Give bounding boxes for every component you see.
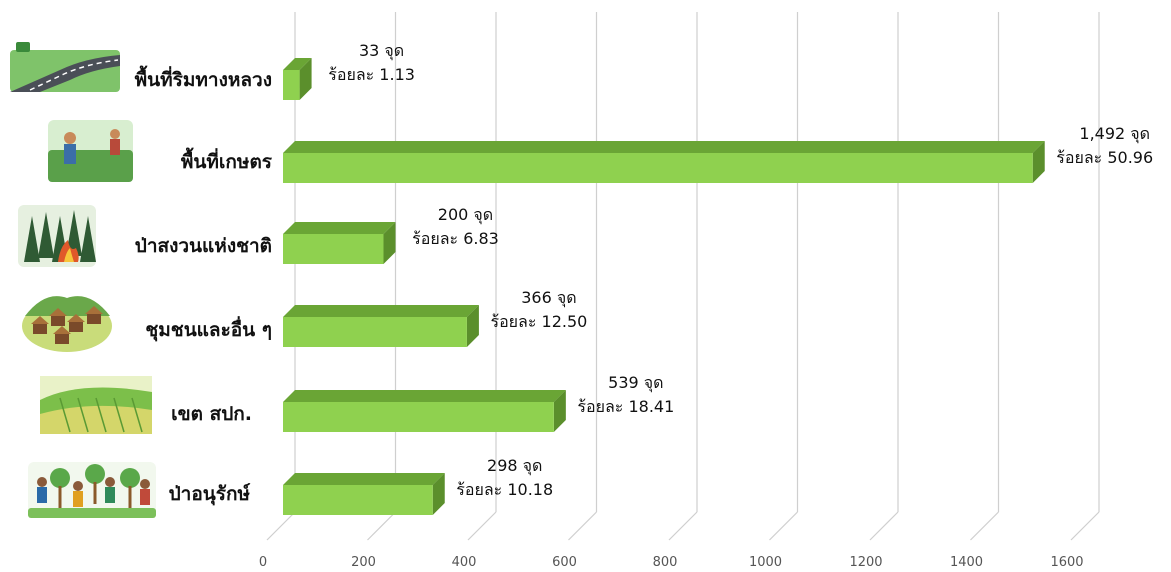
gridline-floor bbox=[266, 511, 296, 541]
category-label: ป่าสงวนแห่งชาติ bbox=[135, 235, 272, 257]
value-label: 366 จุด bbox=[521, 288, 576, 308]
x-tick-label: 1000 bbox=[749, 555, 782, 570]
bar-front-face bbox=[283, 153, 1033, 183]
bar bbox=[283, 305, 479, 347]
percent-label: ร้อยละ 12.50 bbox=[490, 312, 587, 331]
gridline-floor bbox=[467, 511, 497, 541]
percent-label: ร้อยละ 10.18 bbox=[456, 480, 553, 499]
bar bbox=[283, 390, 566, 432]
farmland-hills-icon bbox=[40, 376, 152, 434]
value-label: 298 จุด bbox=[487, 456, 542, 476]
percent-label: ร้อยละ 50.96 bbox=[1056, 148, 1153, 167]
x-axis-ticks: 0 200 400 600 800 1000 1200 1400 1600 bbox=[259, 555, 1084, 570]
bar-side-face bbox=[299, 58, 312, 100]
value-label: 33 จุด bbox=[359, 41, 404, 61]
bar bbox=[283, 222, 396, 264]
bar-side-face bbox=[383, 222, 396, 264]
gridline-floor bbox=[668, 511, 698, 541]
gridline-floor bbox=[1070, 511, 1100, 541]
gridline-floor bbox=[970, 511, 999, 541]
gridline-floor bbox=[769, 511, 798, 541]
bar-side-face bbox=[432, 473, 445, 515]
bar bbox=[283, 141, 1045, 183]
x-tick-label: 1200 bbox=[849, 555, 882, 570]
labels: 33 จุดร้อยละ 1.13 1,492 จุดร้อยละ 50.96 20… bbox=[135, 41, 1154, 506]
gridline-floor bbox=[568, 511, 597, 541]
category-label: พื้นที่เกษตร bbox=[181, 147, 273, 173]
percent-label: ร้อยละ 18.41 bbox=[577, 397, 674, 416]
bar-side-face bbox=[553, 390, 566, 432]
x-tick-label: 200 bbox=[351, 555, 376, 570]
percent-label: ร้อยละ 1.13 bbox=[328, 65, 415, 84]
bar-front-face bbox=[283, 402, 554, 432]
farmers-field-icon bbox=[48, 120, 133, 182]
bar bbox=[283, 473, 445, 515]
tree-planting-people-icon bbox=[28, 462, 156, 518]
bar-side-face bbox=[466, 305, 479, 347]
highway-road-icon bbox=[10, 42, 120, 92]
x-tick-label: 800 bbox=[653, 555, 678, 570]
forest-fire-icon bbox=[18, 205, 96, 267]
bar-top-face bbox=[283, 58, 312, 70]
value-label: 1,492 จุด bbox=[1079, 124, 1150, 144]
bars bbox=[283, 58, 1045, 515]
category-label: ชุมชนและอื่น ๆ bbox=[145, 316, 272, 342]
bar-top-face bbox=[283, 390, 566, 402]
x-tick-label: 1600 bbox=[1050, 555, 1083, 570]
gridlines bbox=[266, 12, 1100, 541]
bar-top-face bbox=[283, 141, 1045, 153]
bar-front-face bbox=[283, 485, 433, 515]
bar-top-face bbox=[283, 473, 445, 485]
bar-front-face bbox=[283, 317, 467, 347]
bar-front-face bbox=[283, 234, 384, 264]
x-tick-label: 400 bbox=[452, 555, 477, 570]
value-label: 539 จุด bbox=[608, 373, 663, 393]
x-tick-label: 600 bbox=[552, 555, 577, 570]
category-icons bbox=[10, 42, 156, 518]
x-tick-label: 0 bbox=[259, 555, 267, 570]
bar-side-face bbox=[1032, 141, 1045, 183]
category-label: เขต สปก. bbox=[171, 403, 252, 425]
gridline-floor bbox=[869, 511, 899, 541]
percent-label: ร้อยละ 6.83 bbox=[412, 229, 499, 248]
village-huts-icon bbox=[22, 296, 112, 352]
category-label: พื้นที่ริมทางหลวง bbox=[135, 65, 272, 91]
category-label: ป่าอนุรักษ์ bbox=[169, 483, 251, 506]
bar-top-face bbox=[283, 222, 396, 234]
value-label: 200 จุด bbox=[438, 205, 493, 225]
x-tick-label: 1400 bbox=[950, 555, 983, 570]
gridline-floor bbox=[367, 511, 396, 541]
bar-top-face bbox=[283, 305, 479, 317]
bar bbox=[283, 58, 312, 100]
bar-front-face bbox=[283, 70, 300, 100]
